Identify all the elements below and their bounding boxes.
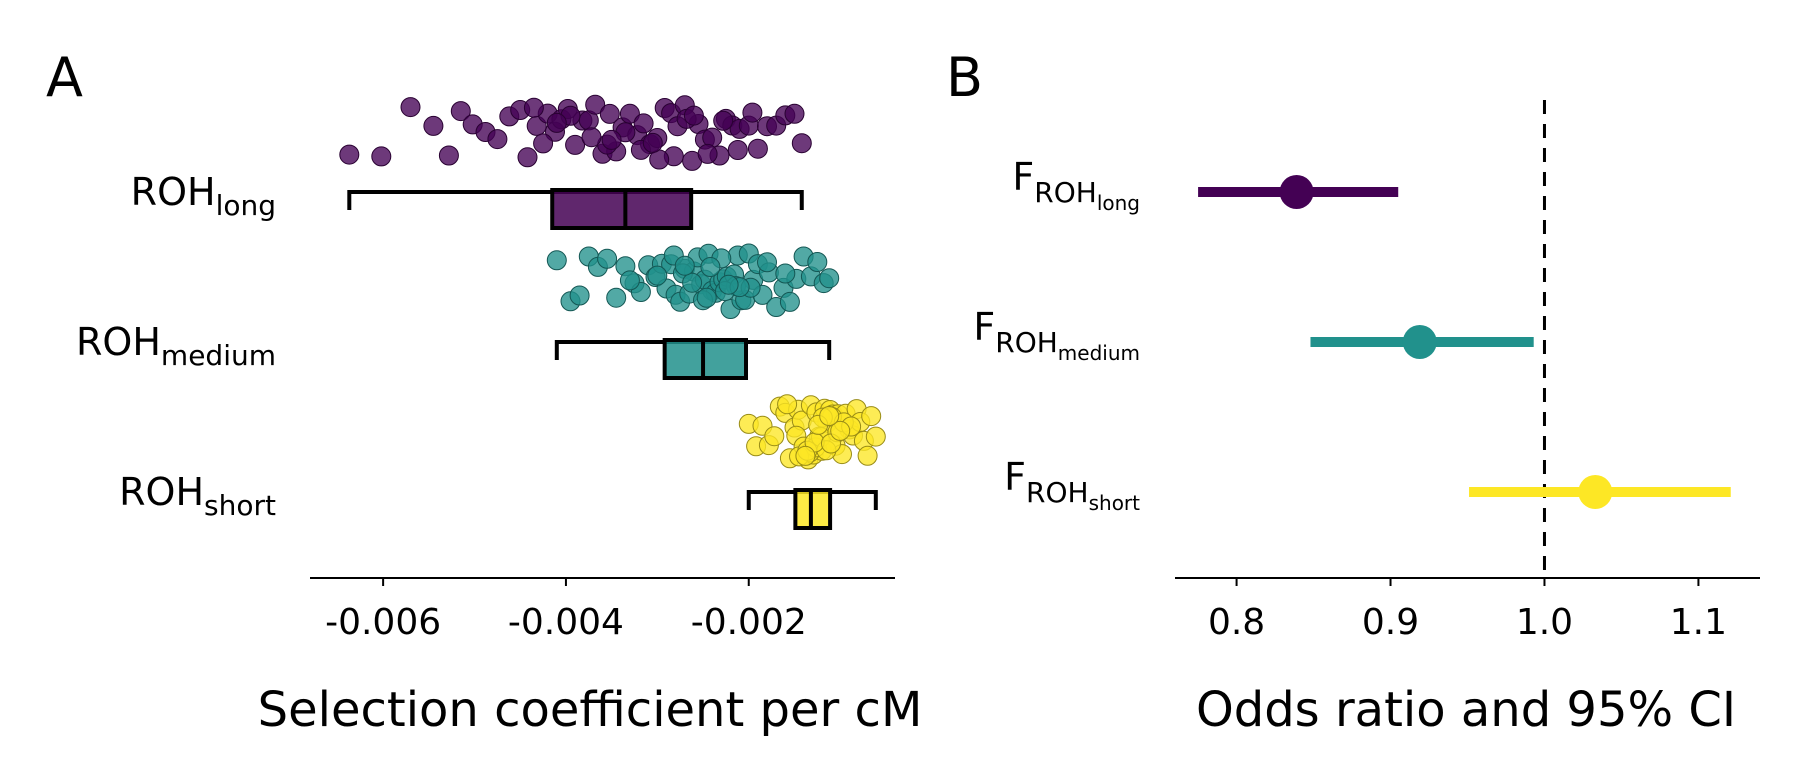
panel-a-point xyxy=(619,103,640,124)
panel-b-category-label: FROHshort xyxy=(1004,455,1140,515)
panel-a-point xyxy=(727,140,748,160)
panel-a-point xyxy=(857,445,878,466)
panel-a-point xyxy=(569,285,590,306)
panel-a-point xyxy=(777,394,798,415)
panel-a-point xyxy=(784,103,805,124)
panel-a-point xyxy=(546,112,567,133)
panel-a-point xyxy=(819,268,840,289)
panel-a-point xyxy=(757,252,777,273)
panel-b-estimate-point xyxy=(1402,325,1437,359)
panel-a-point xyxy=(423,115,444,136)
panel-a-box xyxy=(662,338,749,380)
panel-a-point xyxy=(642,132,663,153)
panel-a-point xyxy=(682,272,703,293)
panel-b-x-axis-title: Odds ratio and 95% CI xyxy=(1196,682,1736,738)
panel-a-point xyxy=(585,94,606,115)
panel-a-point xyxy=(619,270,640,291)
panel-b-category-label: FROHmedium xyxy=(973,305,1140,365)
panel-a-point xyxy=(523,97,544,118)
panel-a-point xyxy=(517,147,538,168)
panel-b-tick-label: 1.0 xyxy=(1516,602,1573,643)
panel-a-tick-label: -0.004 xyxy=(508,602,624,643)
panel-a-point xyxy=(633,113,654,134)
panel-a-category-label: ROHmedium xyxy=(76,320,276,372)
panel-a-point xyxy=(819,406,840,426)
panel-a-point xyxy=(713,110,734,131)
panel-a-point xyxy=(700,257,721,277)
panel-a-point xyxy=(546,250,567,271)
panel-b-category-labels: FROHlong FROHmedium FROHshort xyxy=(973,155,1140,515)
panel-a-point xyxy=(438,145,459,166)
panel-a-point xyxy=(565,134,586,155)
panel-a-x-axis-title: Selection coefficient per cM xyxy=(258,682,923,738)
panel-a-point xyxy=(487,129,508,150)
panel-a-point xyxy=(339,144,360,165)
panel-b-tick-label: 1.1 xyxy=(1670,602,1727,643)
panel-a-box xyxy=(550,188,694,230)
panel-a-point xyxy=(696,287,717,308)
panel-a-category-label: ROHlong xyxy=(131,170,276,222)
panel-a-boxes xyxy=(347,188,878,530)
panel-a-point xyxy=(807,252,828,272)
panel-a-points xyxy=(339,94,886,470)
panel-a-point xyxy=(742,102,763,123)
panel-b-tick-label: 0.9 xyxy=(1362,602,1419,643)
panel-a-point xyxy=(647,265,668,286)
panel-a-point xyxy=(747,138,768,159)
panel-a-letter: A xyxy=(46,46,83,109)
panel-b-tick-label: 0.8 xyxy=(1208,602,1265,643)
panel-a-point xyxy=(533,133,554,154)
panel-a-point xyxy=(674,255,695,276)
panel-a-point xyxy=(683,105,704,126)
panel-a-point xyxy=(795,445,816,466)
panel-a-point xyxy=(830,420,851,441)
panel-a-point xyxy=(718,274,739,295)
panel-b: B FROHlong FROHmedium FROHshort 0.8 0.9 1.0 1… xyxy=(946,46,1760,738)
panel-b-x-axis: 0.8 0.9 1.0 1.1 xyxy=(1175,577,1760,643)
panel-b-category-label: FROHlong xyxy=(1012,155,1140,215)
panel-a-point xyxy=(779,291,800,312)
panel-a-point xyxy=(861,406,882,427)
panel-a-point xyxy=(775,263,796,284)
panel-a-point xyxy=(599,103,620,124)
panel-a-tick-label: -0.002 xyxy=(691,602,807,643)
panel-a-point xyxy=(764,426,785,447)
panel-a-point xyxy=(400,97,421,118)
panel-a-point xyxy=(450,101,471,122)
panel-a-point xyxy=(371,146,392,167)
panel-b-estimate-point xyxy=(1578,475,1613,509)
panel-a-point xyxy=(601,129,622,150)
panel-b-letter: B xyxy=(946,46,983,109)
panel-a-point xyxy=(597,248,618,269)
panel-b-estimate-point xyxy=(1279,175,1314,209)
panel-a-point xyxy=(581,127,602,148)
panel-a-tick-label: -0.006 xyxy=(325,602,441,643)
panel-a-point xyxy=(606,287,627,308)
panel-a-point xyxy=(865,426,886,447)
panel-a-category-label: ROHshort xyxy=(119,470,276,522)
panel-a-x-axis: -0.006 -0.004 -0.002 xyxy=(310,577,895,643)
panel-a-point xyxy=(697,143,718,164)
panel-b-estimates xyxy=(1198,175,1731,509)
panel-a-category-labels: ROHlong ROHmedium ROHshort xyxy=(76,170,276,522)
panel-a-point xyxy=(791,133,812,154)
